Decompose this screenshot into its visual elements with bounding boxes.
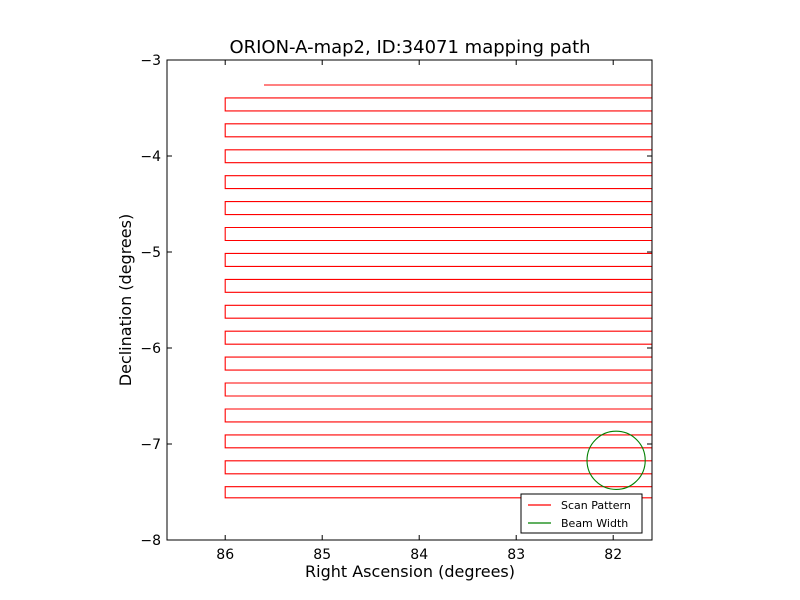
y-tick-label: −5 [140,245,161,261]
y-tick-label: −6 [140,341,161,357]
x-axis-label: Right Ascension (degrees) [305,562,515,581]
legend: Scan Pattern Beam Width [520,493,643,534]
x-tick-label: 83 [507,547,525,563]
x-tick-label: 84 [410,547,428,563]
legend-box [520,493,643,534]
y-axis-ticks: −3 −4 −5 −6 −7 −8 [140,53,652,549]
beam-width-circle [586,430,646,490]
x-tick-label: 86 [216,547,234,563]
y-tick-label: −8 [140,533,161,549]
chart-title: ORION-A-map2, ID:34071 mapping path [229,37,590,58]
series-layer [224,84,652,499]
plot-area: 86 85 84 83 82 −3 −4 −5 −6 −7 −8 [140,53,653,563]
scan-pattern-line [224,84,652,499]
x-tick-label: 85 [313,547,331,563]
legend-label-beam-width: Beam Width [561,517,628,530]
x-tick-label: 82 [604,547,622,563]
x-axis-ticks: 86 85 84 83 82 [216,60,622,563]
y-axis-label: Declination (degrees) [116,214,135,386]
y-tick-label: −3 [140,53,161,69]
y-tick-label: −4 [140,149,161,165]
y-tick-label: −7 [140,437,161,453]
plot-frame [166,59,653,541]
legend-label-scan-pattern: Scan Pattern [561,499,631,512]
